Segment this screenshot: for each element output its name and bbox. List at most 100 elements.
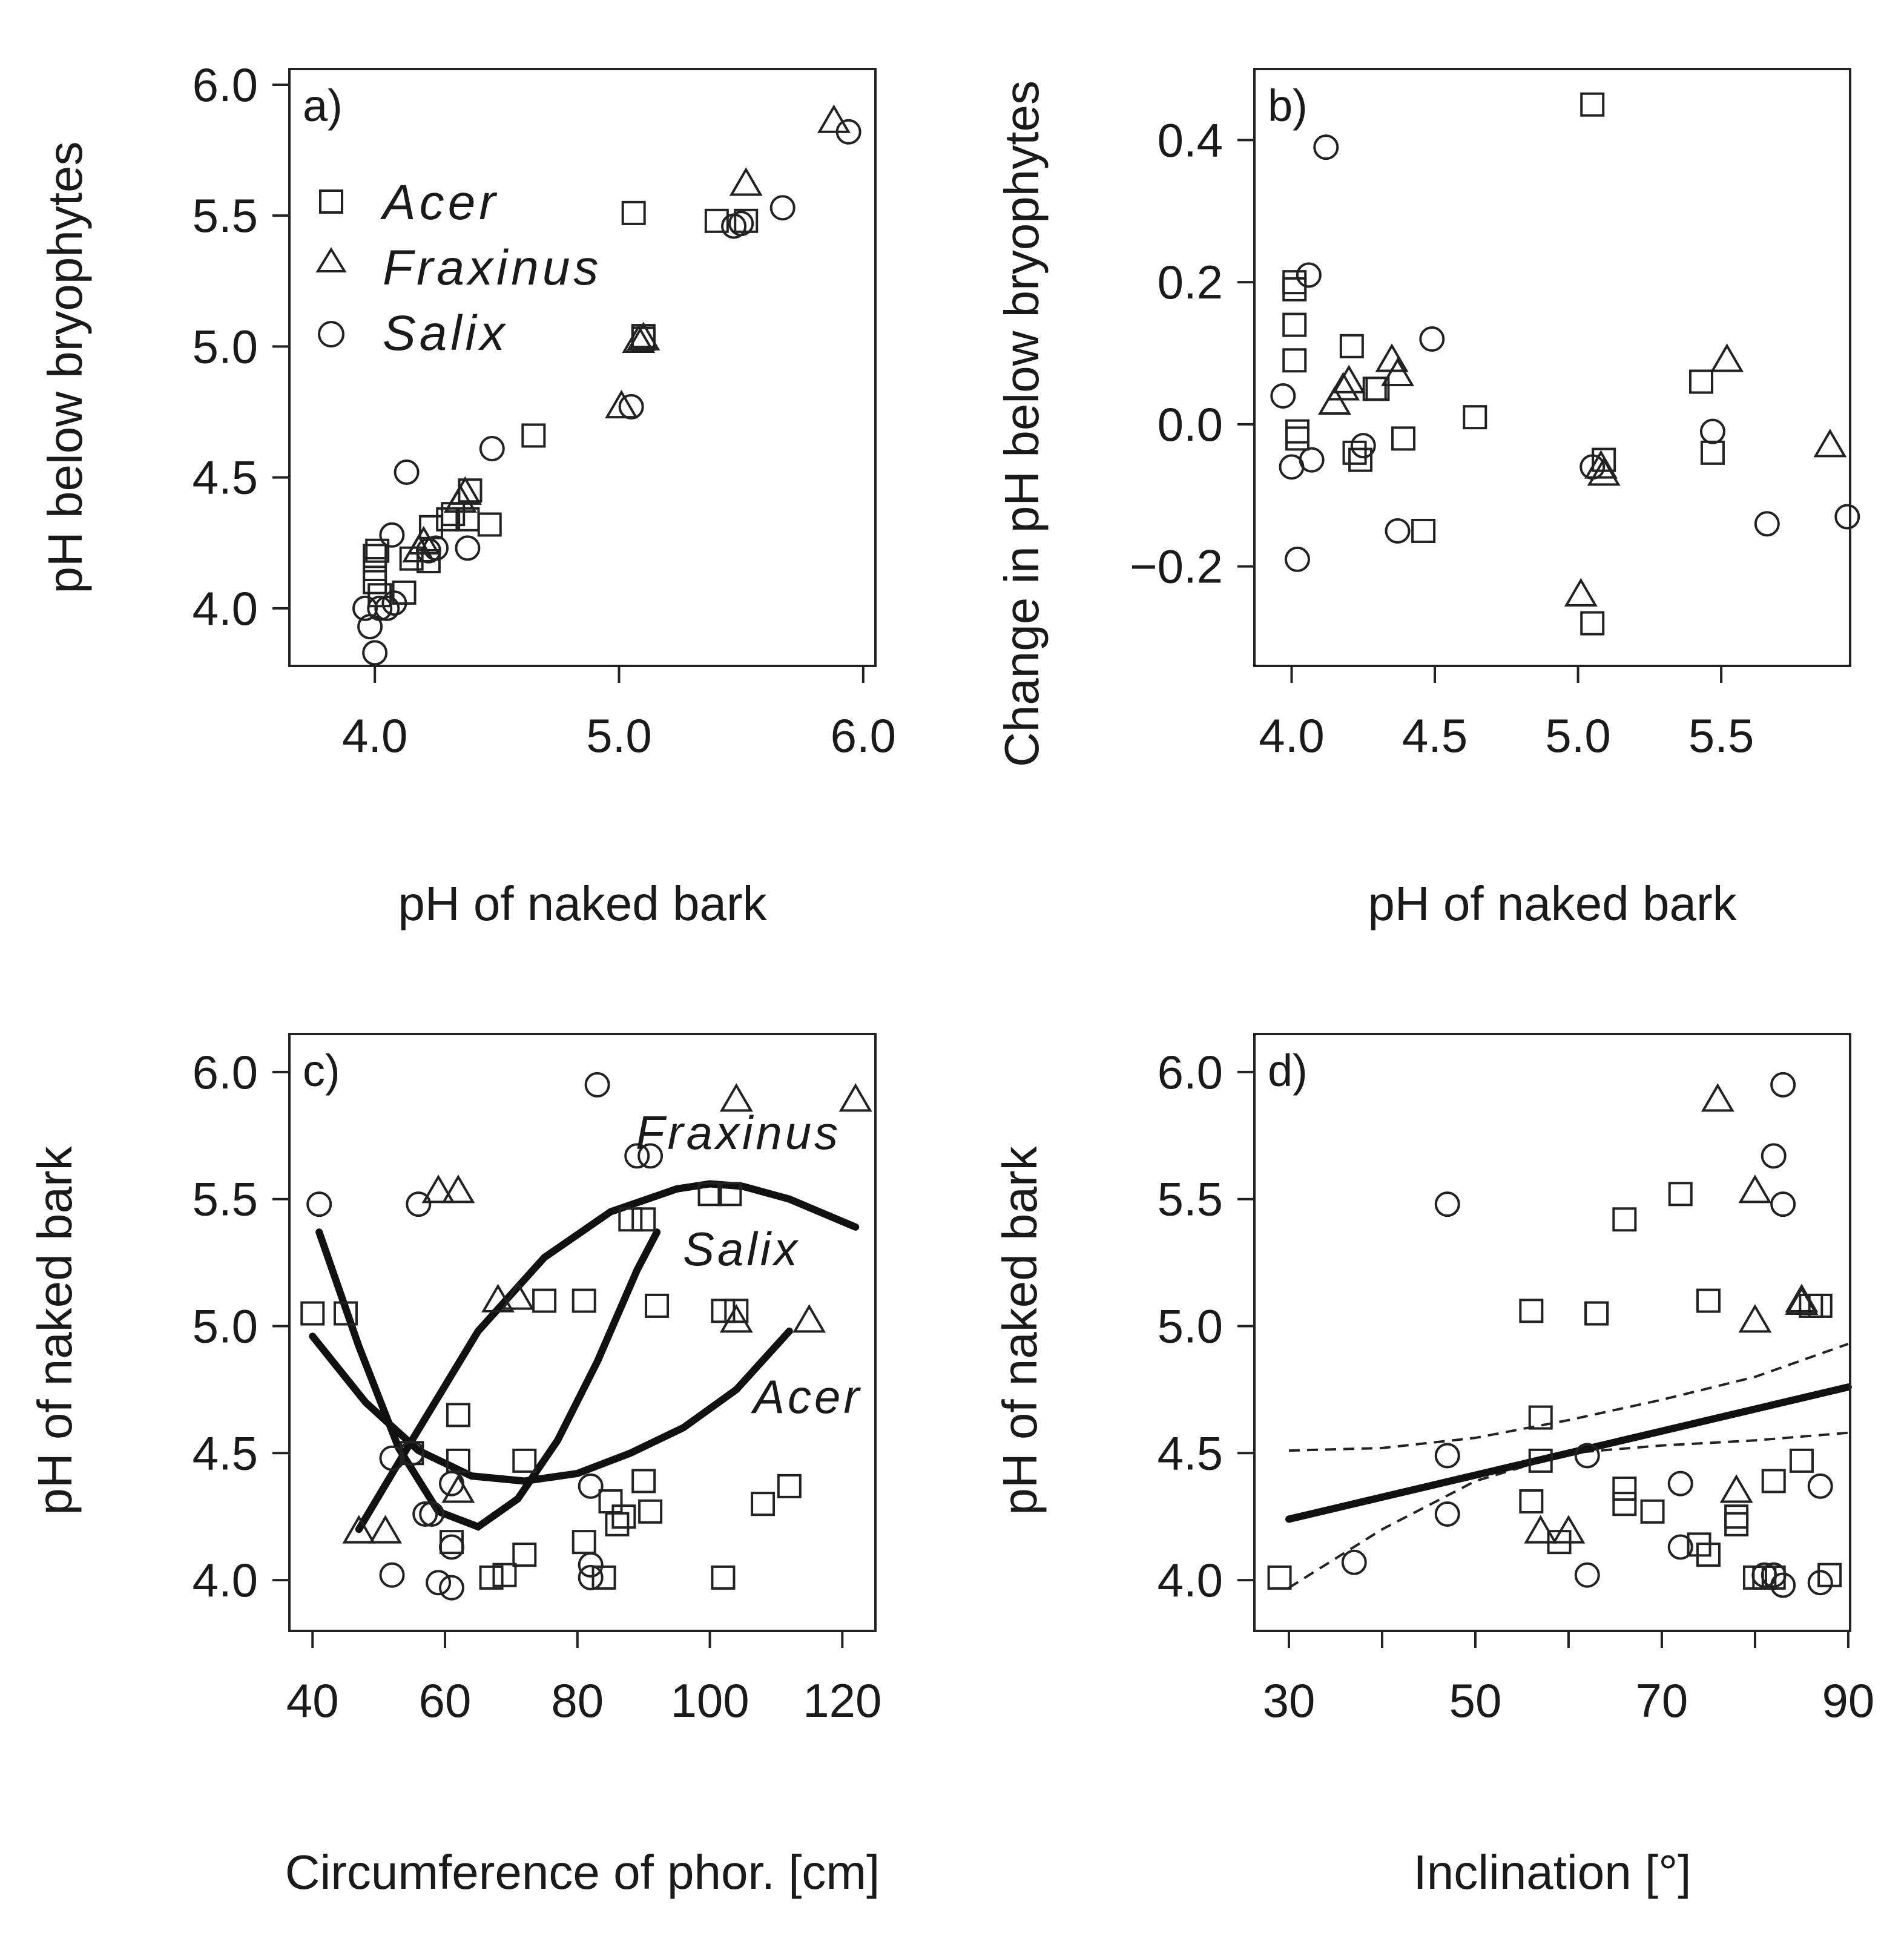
point-salix	[1313, 134, 1339, 160]
point-acer	[1411, 518, 1436, 543]
point-acer	[611, 1504, 636, 1529]
point-salix	[399, 1440, 425, 1466]
panel-c-x-tick-label: 40	[286, 1674, 339, 1727]
point-salix	[1434, 1443, 1460, 1469]
point-fraxinus	[448, 476, 482, 505]
panel-b: 4.0 4.5 5.0 5.5 −0.2 0.0 0.2 0.4 b) pH of nake…	[995, 68, 1860, 930]
point-acer	[1808, 1293, 1833, 1318]
point-salix	[419, 1501, 445, 1527]
point-acer	[1339, 334, 1364, 358]
panel-c-fit-curves	[309, 1180, 860, 1533]
point-salix	[584, 1072, 610, 1098]
legend-salix-marker	[318, 321, 344, 347]
point-acer	[724, 1299, 749, 1323]
point-acer	[1391, 426, 1415, 451]
point-salix	[1296, 262, 1322, 288]
panel-c-x-tick-label: 80	[551, 1674, 604, 1727]
point-fraxinus	[1701, 1083, 1734, 1112]
point-acer	[697, 1182, 722, 1207]
panel-d-y-tick-label: 5.0	[1158, 1300, 1223, 1353]
point-acer	[711, 1565, 736, 1590]
panel-b-y-tick-label: 0.0	[1158, 398, 1223, 451]
panel-d-marks	[1267, 1072, 1842, 1598]
point-acer	[591, 1565, 616, 1590]
point-fraxinus	[1552, 1515, 1586, 1544]
point-acer	[1700, 440, 1725, 465]
point-salix	[426, 1570, 452, 1596]
point-fraxinus	[1381, 357, 1415, 387]
panel-a-marks	[352, 104, 861, 666]
point-acer	[1463, 405, 1487, 430]
panel-d-x-axis: 30 50 70 90	[1263, 1631, 1874, 1727]
point-fraxinus	[342, 1515, 376, 1544]
panel-d-y-tick-label: 4.0	[1158, 1553, 1223, 1607]
point-salix	[1284, 546, 1310, 572]
point-fraxinus	[1738, 1174, 1772, 1204]
point-salix	[637, 1143, 664, 1169]
curve-label-salix: Salix	[683, 1222, 800, 1276]
point-fraxinus	[838, 1083, 872, 1112]
point-acer	[441, 502, 466, 527]
point-salix	[1834, 504, 1860, 530]
panel-b-y-axis: −0.2 0.0 0.2 0.4	[1130, 113, 1254, 593]
panel-d-regression	[1285, 1343, 1852, 1589]
panel-c-marks	[300, 1072, 872, 1601]
point-salix	[1434, 1191, 1460, 1217]
point-salix	[412, 1501, 438, 1527]
fit-curve-salix	[315, 1228, 661, 1531]
point-salix	[1574, 1562, 1600, 1588]
point-acer	[1285, 419, 1309, 444]
legend-salix-label: Salix	[383, 306, 509, 361]
point-fraxinus	[481, 1283, 515, 1312]
panel-d: 30 50 70 90 4.0 4.5 5.0 5.5 6.0 d) Inclination …	[993, 1033, 1874, 1899]
point-acer	[777, 1474, 802, 1498]
point-acer	[1528, 1448, 1553, 1473]
point-acer	[1267, 1565, 1292, 1590]
point-acer	[1285, 426, 1309, 451]
point-acer	[512, 1448, 537, 1473]
point-salix	[381, 590, 407, 616]
panel-d-y-tick-label: 5.5	[1158, 1173, 1223, 1226]
curve-label-acer: Acer	[751, 1370, 862, 1423]
panel-b-x-tick-label: 4.0	[1259, 709, 1324, 762]
point-acer	[1612, 1492, 1637, 1516]
point-salix	[379, 1562, 405, 1588]
point-salix	[374, 595, 400, 621]
panel-b-y-tick-label: 0.4	[1158, 113, 1223, 166]
panel-a-y-tick-label: 4.0	[193, 582, 258, 635]
point-fraxinus	[1813, 429, 1847, 458]
point-acer	[1342, 440, 1367, 465]
panel-a-y-tick-label: 5.5	[193, 189, 258, 242]
curve-label-fraxinus: Fraxinus	[636, 1106, 841, 1159]
regression-line	[1285, 1383, 1852, 1523]
point-salix	[394, 459, 420, 485]
point-acer	[367, 583, 392, 608]
panel-a-x-title: pH of naked bark	[398, 877, 767, 930]
panel-d-tag: d)	[1268, 1046, 1308, 1096]
point-acer	[300, 1301, 325, 1326]
panel-c-y-tick-label: 4.5	[193, 1426, 258, 1480]
panel-a-y-title: pH below bryophytes	[38, 141, 92, 593]
point-fraxinus	[719, 1083, 753, 1112]
panel-a-y-tick-label: 6.0	[193, 58, 258, 111]
point-salix	[1299, 447, 1325, 473]
point-fraxinus	[792, 1304, 826, 1333]
point-salix	[578, 1564, 604, 1590]
point-acer	[1640, 1499, 1665, 1524]
point-salix	[1270, 383, 1296, 409]
panel-c-y-axis: 4.0 4.5 5.0 5.5 6.0	[193, 1046, 289, 1607]
point-acer	[512, 1543, 537, 1567]
point-acer	[572, 1530, 596, 1555]
point-fraxinus	[622, 324, 656, 354]
point-salix	[438, 1534, 464, 1560]
point-fraxinus	[1332, 364, 1366, 394]
panel-c-x-tick-label: 100	[670, 1674, 749, 1727]
point-fraxinus	[407, 525, 441, 555]
panel-d-y-tick-label: 6.0	[1158, 1046, 1223, 1099]
point-acer	[717, 1182, 742, 1207]
panel-a-x-tick-label: 6.0	[831, 709, 896, 762]
point-salix	[438, 1575, 464, 1601]
point-salix	[306, 1191, 332, 1217]
point-salix	[1807, 1473, 1833, 1499]
